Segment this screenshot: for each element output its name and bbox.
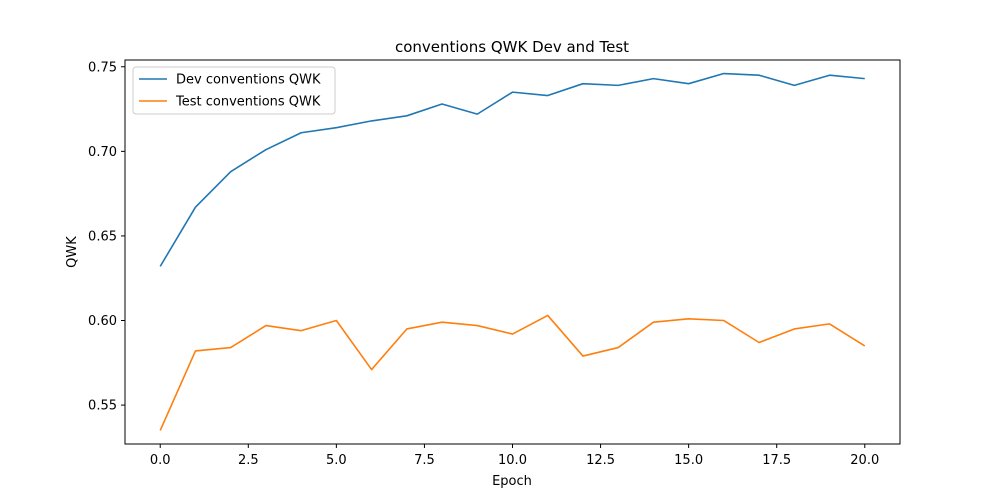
y-axis-label: QWK: [65, 236, 80, 268]
x-tick-label: 2.5: [238, 453, 259, 468]
legend-label: Dev conventions QWK: [176, 73, 321, 88]
legend: Dev conventions QWK Test conventions QWK: [132, 66, 336, 115]
x-tick-label: 17.5: [762, 453, 791, 468]
x-tick-label: 12.5: [586, 453, 615, 468]
y-tick-label: 0.55: [88, 399, 117, 414]
y-tick-label: 0.70: [88, 145, 117, 160]
legend-label: Test conventions QWK: [175, 95, 321, 110]
x-tick-label: 5.0: [326, 453, 347, 468]
series-line-1: [159, 72, 865, 267]
x-axis-label: Epoch: [492, 474, 532, 489]
x-axis: 0.0 2.5 5.0 7.5 10.0 12.5 15.0 17.5 20.0: [150, 444, 879, 468]
y-tick-label: 0.65: [88, 229, 117, 244]
x-tick-label: 0.0: [150, 453, 171, 468]
plot-area: [124, 59, 901, 445]
series-line-2: [159, 314, 866, 431]
axes-frame: [124, 59, 901, 445]
chart-title: conventions QWK Dev and Test: [395, 38, 629, 56]
x-tick-label: 7.5: [414, 453, 435, 468]
x-tick-label: 20.0: [850, 453, 879, 468]
y-axis: 0.55 0.60 0.65 0.70 0.75: [88, 60, 125, 414]
y-tick-label: 0.60: [88, 314, 117, 329]
x-tick-label: 15.0: [674, 453, 703, 468]
y-tick-label: 0.75: [88, 60, 117, 75]
legend-box: [132, 66, 336, 115]
x-tick-label: 10.0: [498, 453, 527, 468]
